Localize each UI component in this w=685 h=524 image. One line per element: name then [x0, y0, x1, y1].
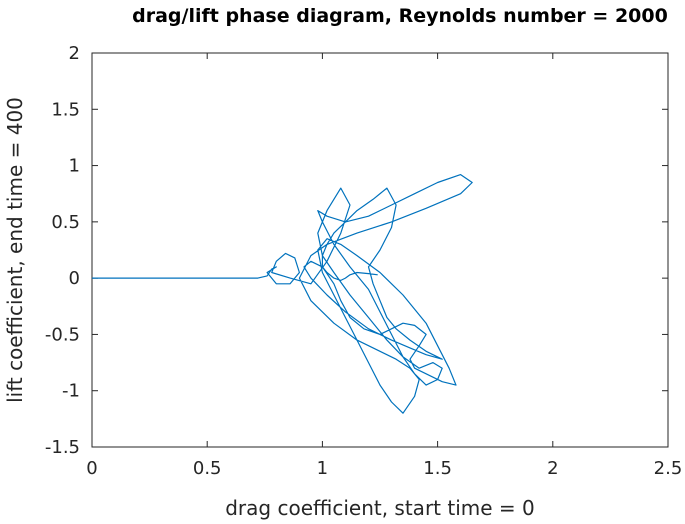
chart-title: drag/lift phase diagram, Reynolds number… — [132, 5, 668, 27]
y-tick-label: -1 — [62, 381, 80, 402]
y-tick-label: 2 — [69, 43, 80, 64]
y-tick-label: 0 — [69, 268, 80, 289]
y-tick-label: 1.5 — [51, 99, 80, 120]
plot-area: 0 0.5 1 1.5 2 2.5 -1.5 -1 -0.5 0 0.5 1 1.5 2 — [45, 43, 682, 479]
x-tick-label: 1 — [317, 458, 328, 479]
y-tick-label: 1 — [69, 156, 80, 177]
y-tick-label: -1.5 — [45, 437, 80, 458]
series-line — [92, 174, 473, 414]
y-axis-ticks: -1.5 -1 -0.5 0 0.5 1 1.5 2 — [45, 43, 668, 458]
x-tick-label: 0.5 — [193, 458, 222, 479]
x-tick-label: 1.5 — [423, 458, 452, 479]
x-tick-label: 2 — [547, 458, 558, 479]
x-tick-label: 2.5 — [654, 458, 683, 479]
x-axis-label: drag coefficient, start time = 0 — [225, 496, 535, 520]
x-tick-label: 0 — [86, 458, 97, 479]
axes-box — [91, 52, 669, 448]
y-axis-label: lift coefficient, end time = 400 — [3, 97, 27, 403]
y-tick-label: 0.5 — [51, 212, 80, 233]
y-tick-label: -0.5 — [45, 324, 80, 345]
x-axis-ticks: 0 0.5 1 1.5 2 2.5 — [86, 53, 682, 479]
